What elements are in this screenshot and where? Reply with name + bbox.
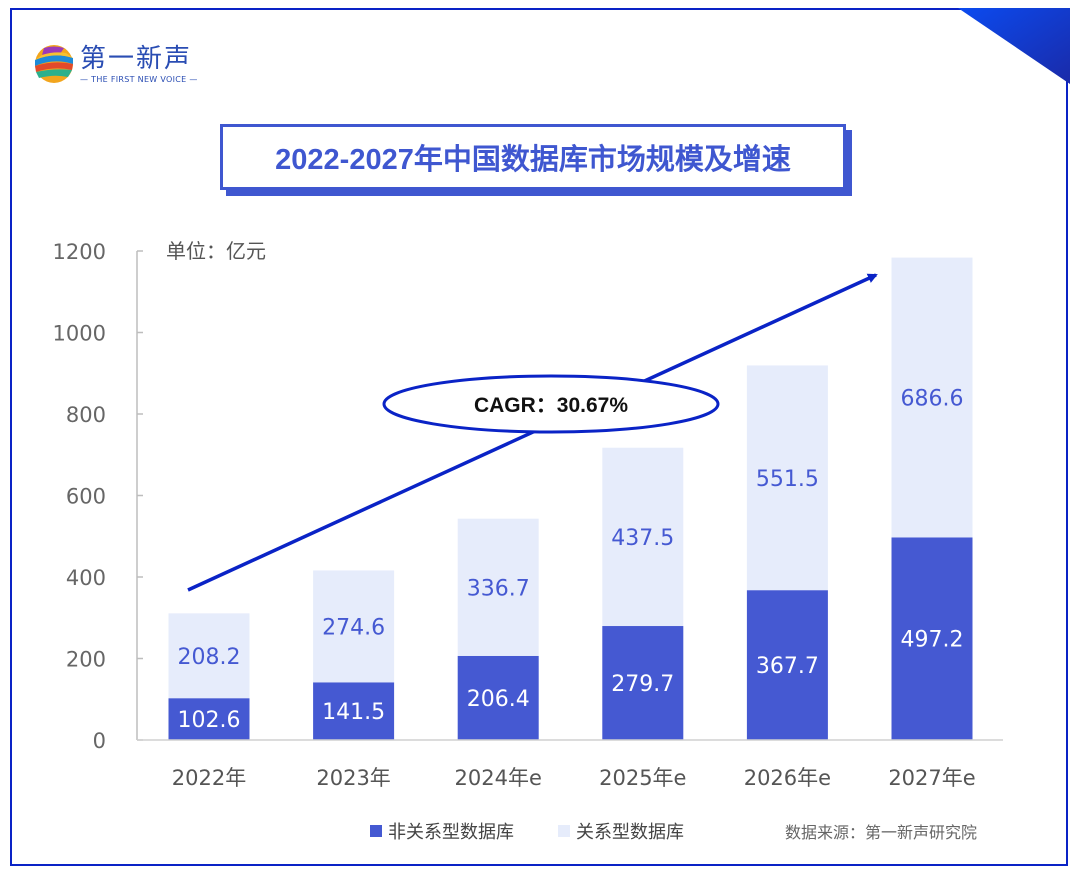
x-tick-label: 2026年e bbox=[744, 766, 831, 790]
y-axis: 0 200 400 600 800 1000 1200 bbox=[53, 240, 143, 753]
chart-title: 2022-2027年中国数据库市场规模及增速 bbox=[275, 144, 791, 176]
x-axis-labels: 2022年 2023年 2024年e 2025年e 2026年e 2027年e bbox=[172, 766, 976, 790]
bar-relational bbox=[313, 570, 395, 683]
x-tick-label: 2023年 bbox=[316, 766, 390, 790]
y-tick-label: 600 bbox=[66, 485, 106, 509]
bar-relational bbox=[602, 447, 684, 627]
y-tick-label: 200 bbox=[66, 648, 106, 672]
legend-item-relational: 关系型数据库 bbox=[558, 818, 684, 844]
y-tick-label: 400 bbox=[66, 566, 106, 590]
bar-non-relational bbox=[602, 626, 684, 740]
data-label-non-relational: 206.4 bbox=[467, 687, 530, 712]
brand-logo: 第一新声 — THE FIRST NEW VOICE — bbox=[32, 42, 198, 86]
legend-label-relational: 关系型数据库 bbox=[576, 822, 684, 843]
legend-swatch-relational bbox=[558, 825, 570, 837]
data-label-non-relational: 367.7 bbox=[756, 654, 819, 679]
cagr-ellipse bbox=[382, 374, 720, 434]
chart-legend: 非关系型数据库 关系型数据库 bbox=[370, 818, 728, 844]
bar-non-relational bbox=[313, 682, 395, 740]
bar-relational bbox=[168, 613, 250, 699]
data-label-relational: 437.5 bbox=[611, 526, 674, 551]
data-label-non-relational: 141.5 bbox=[322, 700, 385, 725]
page-frame bbox=[10, 8, 1068, 866]
data-label-relational: 686.6 bbox=[901, 386, 964, 411]
bar-non-relational bbox=[746, 590, 828, 740]
cagr-label: CAGR：30.67% bbox=[474, 394, 628, 417]
legend-label-non-relational: 非关系型数据库 bbox=[388, 822, 514, 843]
brand-name-cn: 第一新声 bbox=[80, 43, 193, 74]
chart-title-box: 2022-2027年中国数据库市场规模及增速 bbox=[220, 124, 846, 190]
y-tick-label: 1000 bbox=[53, 322, 106, 346]
data-label-non-relational: 497.2 bbox=[901, 628, 964, 653]
cagr-badge: CAGR：30.67% bbox=[382, 374, 720, 434]
corner-decoration bbox=[958, 8, 1070, 84]
data-label-non-relational: 102.6 bbox=[178, 708, 241, 733]
data-label-relational: 274.6 bbox=[322, 615, 385, 640]
legend-swatch-non-relational bbox=[370, 825, 382, 837]
globe-logo-icon bbox=[35, 45, 73, 83]
data-label-relational: 551.5 bbox=[756, 467, 819, 492]
bar-non-relational bbox=[168, 698, 250, 740]
data-label-relational: 336.7 bbox=[467, 576, 530, 601]
y-tick-label: 800 bbox=[66, 403, 106, 427]
legend-item-non-relational: 非关系型数据库 bbox=[370, 818, 514, 844]
brand-name-en: — THE FIRST NEW VOICE — bbox=[80, 74, 198, 84]
data-label-relational: 208.2 bbox=[178, 645, 241, 670]
y-tick-label: 0 bbox=[93, 729, 106, 753]
x-tick-label: 2022年 bbox=[172, 766, 246, 790]
bar-non-relational bbox=[457, 655, 539, 740]
bar-non-relational bbox=[891, 537, 973, 740]
data-source: 数据来源：第一新声研究院 bbox=[785, 823, 978, 842]
bars: 102.6 208.2 141.5 274.6 206.4 336.7 279.7 437.5… bbox=[168, 257, 973, 740]
unit-label: 单位：亿元 bbox=[166, 239, 266, 263]
x-tick-label: 2024年e bbox=[455, 766, 542, 790]
bar-relational bbox=[457, 518, 539, 656]
y-tick-label: 1200 bbox=[53, 240, 106, 264]
data-label-non-relational: 279.7 bbox=[611, 672, 674, 697]
x-tick-label: 2027年e bbox=[888, 766, 975, 790]
x-tick-label: 2025年e bbox=[599, 766, 686, 790]
bar-relational bbox=[746, 365, 828, 591]
bar-relational bbox=[891, 257, 973, 538]
